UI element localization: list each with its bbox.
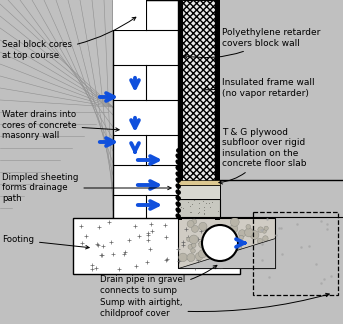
Text: Dimpled sheeting
forms drainage
path: Dimpled sheeting forms drainage path bbox=[2, 173, 171, 203]
Circle shape bbox=[257, 238, 262, 244]
Circle shape bbox=[230, 239, 236, 245]
Circle shape bbox=[221, 246, 230, 255]
Circle shape bbox=[262, 229, 267, 233]
Bar bbox=[0, 0, 113, 220]
Bar bbox=[178, 0, 182, 220]
Circle shape bbox=[224, 231, 232, 239]
Circle shape bbox=[179, 253, 187, 261]
Circle shape bbox=[191, 226, 199, 232]
Circle shape bbox=[211, 236, 219, 243]
Circle shape bbox=[235, 243, 242, 250]
Polygon shape bbox=[178, 238, 275, 268]
Bar bbox=[178, 180, 220, 185]
Circle shape bbox=[262, 244, 268, 249]
Bar bbox=[178, 185, 220, 199]
Text: Insulated frame wall
(no vapor retarder): Insulated frame wall (no vapor retarder) bbox=[202, 78, 315, 98]
Bar bbox=[253, 212, 338, 295]
Circle shape bbox=[246, 225, 250, 229]
Text: T & G plywood
subfloor over rigid
insulation on the
concrete floor slab: T & G plywood subfloor over rigid insula… bbox=[219, 128, 307, 184]
Circle shape bbox=[245, 252, 249, 257]
Text: Drain pipe in gravel
connects to sump: Drain pipe in gravel connects to sump bbox=[100, 265, 217, 295]
Circle shape bbox=[191, 243, 196, 248]
Bar bbox=[113, 0, 145, 30]
Circle shape bbox=[239, 235, 244, 240]
Circle shape bbox=[208, 241, 214, 247]
Circle shape bbox=[188, 244, 193, 249]
Bar bbox=[73, 218, 240, 274]
Circle shape bbox=[245, 228, 253, 237]
Circle shape bbox=[187, 237, 191, 241]
Bar bbox=[178, 218, 275, 268]
Bar bbox=[215, 0, 220, 220]
Circle shape bbox=[257, 245, 263, 250]
Circle shape bbox=[227, 233, 236, 241]
Circle shape bbox=[223, 253, 227, 258]
Circle shape bbox=[205, 241, 210, 246]
Circle shape bbox=[264, 226, 268, 230]
Circle shape bbox=[229, 225, 238, 233]
Text: Footing: Footing bbox=[2, 236, 89, 249]
Circle shape bbox=[230, 218, 239, 226]
Circle shape bbox=[222, 253, 226, 258]
Circle shape bbox=[224, 233, 228, 238]
Circle shape bbox=[231, 258, 239, 266]
Circle shape bbox=[216, 260, 225, 269]
Text: Sump with airtight,
childproof cover: Sump with airtight, childproof cover bbox=[100, 293, 329, 318]
Circle shape bbox=[187, 220, 194, 227]
Text: Polyethylene retarder
covers block wall: Polyethylene retarder covers block wall bbox=[184, 28, 320, 58]
Circle shape bbox=[238, 230, 246, 237]
Circle shape bbox=[263, 236, 268, 241]
Text: Water drains into
cores of concrete
masonry wall: Water drains into cores of concrete maso… bbox=[2, 110, 119, 140]
Circle shape bbox=[250, 231, 259, 239]
Circle shape bbox=[199, 250, 206, 258]
Circle shape bbox=[189, 235, 198, 244]
Circle shape bbox=[205, 260, 209, 264]
Circle shape bbox=[191, 219, 197, 224]
Bar bbox=[113, 0, 178, 220]
Circle shape bbox=[221, 238, 229, 247]
Bar bbox=[178, 199, 220, 217]
Circle shape bbox=[248, 260, 255, 267]
Circle shape bbox=[247, 249, 253, 256]
Circle shape bbox=[199, 222, 207, 230]
Circle shape bbox=[191, 249, 195, 253]
Circle shape bbox=[202, 225, 238, 261]
Circle shape bbox=[187, 253, 195, 261]
Bar bbox=[182, 0, 215, 220]
Text: Seal block cores
at top course: Seal block cores at top course bbox=[2, 17, 136, 60]
Circle shape bbox=[220, 227, 225, 233]
Circle shape bbox=[196, 253, 203, 260]
Circle shape bbox=[229, 247, 234, 251]
Circle shape bbox=[258, 227, 263, 232]
Circle shape bbox=[245, 256, 253, 264]
Circle shape bbox=[199, 241, 206, 248]
Circle shape bbox=[224, 248, 230, 255]
